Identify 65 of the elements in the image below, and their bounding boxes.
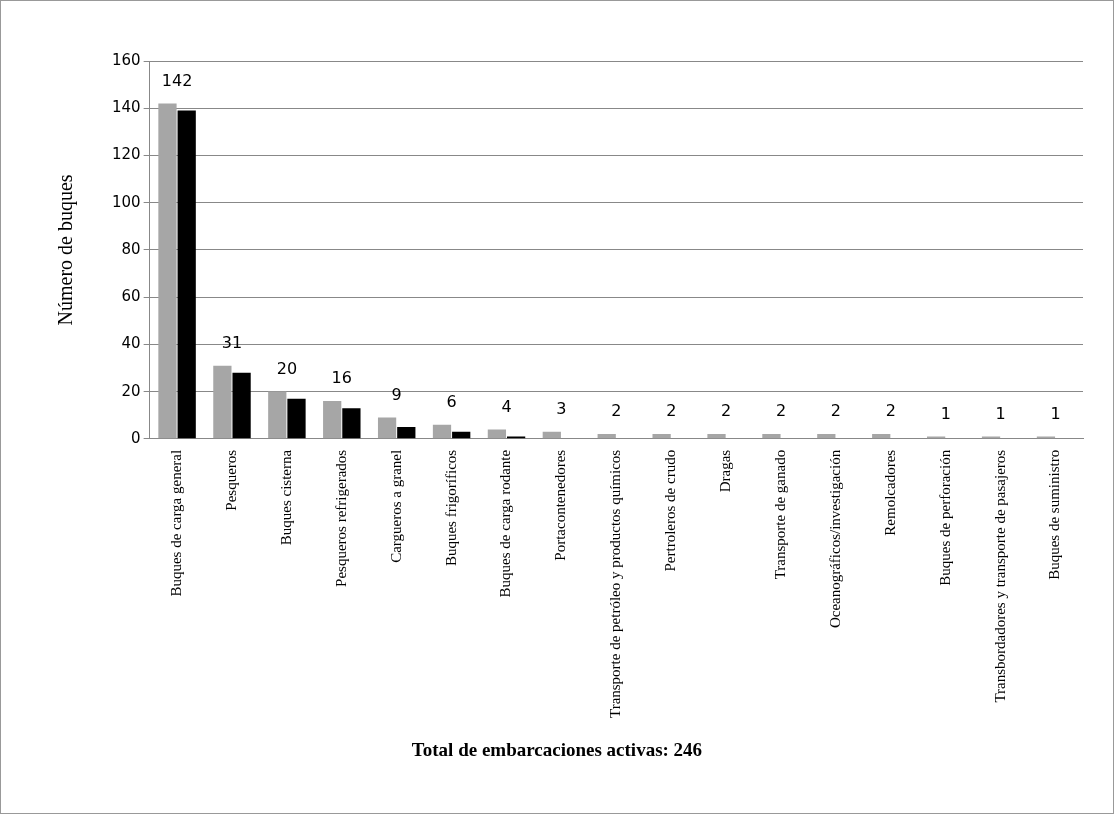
- bar: [177, 110, 196, 439]
- bar: [707, 434, 726, 439]
- data-label: 1: [995, 403, 1006, 423]
- bar: [597, 434, 616, 439]
- x-tick-label: Pesqueros refrigerados: [332, 449, 349, 587]
- data-label: 4: [501, 396, 512, 416]
- data-label: 2: [830, 401, 842, 421]
- x-tick-label: Remolcadores: [881, 449, 898, 536]
- x-tick-label: Pesqueros: [222, 449, 239, 511]
- y-tick-label: 160: [111, 50, 141, 69]
- bar: [652, 434, 671, 439]
- bar: [432, 424, 452, 439]
- y-tick-label: 100: [111, 192, 141, 211]
- data-label: 142: [161, 70, 193, 90]
- bar: [542, 431, 561, 439]
- data-label: 2: [885, 401, 896, 421]
- x-tick-label: Buques cisterna: [277, 449, 294, 546]
- data-label: 20: [276, 358, 298, 378]
- data-label: 2: [666, 401, 677, 421]
- y-tick-label: 0: [131, 428, 141, 447]
- x-tick-label: Oceanográficos/investigación: [826, 449, 843, 629]
- data-label: 2: [721, 401, 732, 421]
- x-tick-label: Transporte de ganado: [771, 449, 788, 580]
- x-tick-label: Pertroleros de crudo: [662, 449, 679, 572]
- bar: [377, 417, 397, 439]
- data-label: 16: [331, 368, 352, 388]
- y-axis-title: Número de buques: [54, 174, 78, 326]
- x-tick-label: Buques de suministro: [1046, 449, 1063, 580]
- x-tick-label: Transporte de petróleo y productos químicos: [607, 449, 624, 718]
- data-label: 2: [775, 401, 787, 421]
- y-tick-label: 80: [121, 239, 141, 258]
- bar: [323, 401, 342, 439]
- x-tick-label: Buques de perforación: [936, 449, 953, 586]
- data-label: 1: [1050, 403, 1061, 423]
- data-label: 2: [611, 401, 622, 421]
- bar: [817, 434, 836, 439]
- bar: [158, 103, 177, 439]
- bar: [487, 429, 507, 439]
- x-tick-label: Portacontenedores: [552, 449, 569, 561]
- y-tick-label: 40: [121, 334, 141, 353]
- bar: [213, 365, 232, 439]
- y-tick-label: 120: [111, 145, 141, 164]
- x-tick-label: Cargueros a granel: [387, 449, 404, 563]
- text: Total de embarcaciones activas: 246: [410, 739, 704, 761]
- x-tick-label: Dragas: [717, 449, 734, 493]
- y-tick-label: 140: [111, 98, 141, 117]
- x-tick-label: Buques de carga rodante: [497, 449, 514, 598]
- x-tick-label: Buques frigoríficos: [442, 449, 459, 567]
- bar: [397, 427, 416, 439]
- y-tick-label: 60: [121, 287, 141, 306]
- bar: [452, 431, 471, 439]
- bar: [762, 434, 781, 439]
- bar: [268, 391, 287, 439]
- data-label: 6: [446, 391, 457, 411]
- data-label: 9: [391, 384, 402, 404]
- y-tick-label: 20: [121, 381, 141, 400]
- x-tick-label: Transbordadores y transporte de pasajeros: [991, 449, 1008, 703]
- bar: [232, 372, 251, 439]
- bar: [287, 398, 306, 439]
- bar: [342, 408, 361, 439]
- data-label: 31: [221, 332, 243, 352]
- data-label: 1: [940, 403, 951, 423]
- x-tick-label: Buques de carga general: [168, 449, 185, 597]
- bar: [872, 434, 891, 439]
- data-label: 3: [556, 398, 567, 418]
